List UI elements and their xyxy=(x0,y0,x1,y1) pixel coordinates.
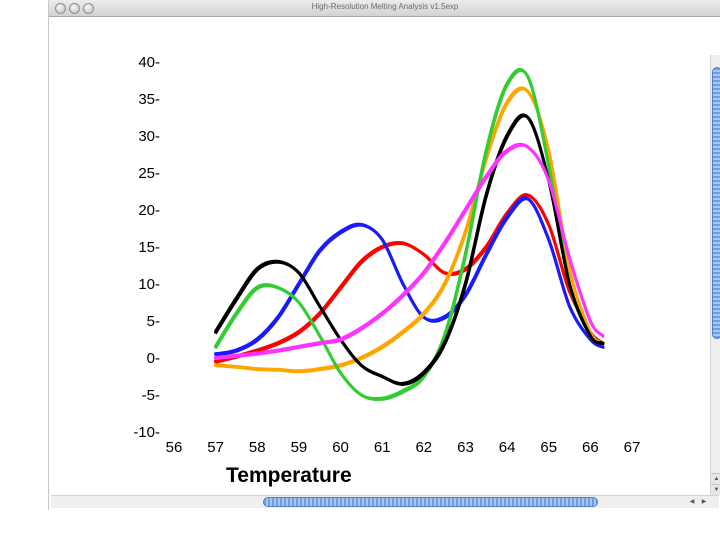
series-line xyxy=(214,193,605,364)
y-tick-label: -5- xyxy=(142,387,160,404)
zoom-window-icon[interactable] xyxy=(83,3,94,14)
y-tick-label: -10- xyxy=(133,424,160,441)
series-lines xyxy=(214,67,605,401)
y-tick-label: 0- xyxy=(147,350,160,367)
y-tick-label: 25- xyxy=(138,165,160,182)
horizontal-scrollbar[interactable]: ◀ ▶ xyxy=(51,495,719,508)
scroll-down-arrow-icon[interactable]: ▼ xyxy=(711,484,720,495)
x-tick-label: 60 xyxy=(332,439,349,456)
x-tick-label: 65 xyxy=(540,439,557,456)
y-tick-label: 40- xyxy=(138,54,160,71)
series-line xyxy=(215,88,605,374)
x-tick-label: 59 xyxy=(291,439,308,456)
x-tick-label: 58 xyxy=(249,439,266,456)
series-line xyxy=(214,67,603,399)
x-tick-label: 66 xyxy=(582,439,599,456)
x-tick-label: 67 xyxy=(624,439,641,456)
y-tick-label: 30- xyxy=(138,128,160,145)
x-tick-label: 64 xyxy=(499,439,516,456)
series-line xyxy=(215,145,605,360)
window-title: High-Resolution Melting Analysis v1.5exp xyxy=(311,2,459,11)
x-axis-label: Temperature xyxy=(226,464,352,487)
x-axis-ticks: 56 57 58 59 60 61 62 63 64 65 66 67 xyxy=(166,439,641,456)
series-line xyxy=(215,195,605,364)
x-tick-label: 62 xyxy=(415,439,432,456)
x-tick-label: 57 xyxy=(207,439,224,456)
y-tick-label: 5- xyxy=(147,313,160,330)
x-tick-label: 63 xyxy=(457,439,474,456)
y-tick-label: 20- xyxy=(138,202,160,219)
y-tick-label: 35- xyxy=(138,91,160,108)
minimize-window-icon[interactable] xyxy=(69,3,80,14)
app-window: High-Resolution Melting Analysis v1.5exp… xyxy=(48,0,720,510)
horizontal-scroll-thumb[interactable] xyxy=(263,497,598,507)
series-line xyxy=(214,196,605,356)
scroll-right-arrow-icon[interactable]: ▶ xyxy=(701,499,707,505)
x-tick-label: 56 xyxy=(166,439,183,456)
series-line xyxy=(215,70,605,401)
y-tick-label: 15- xyxy=(138,239,160,256)
title-bar: High-Resolution Melting Analysis v1.5exp xyxy=(49,0,720,17)
series-line xyxy=(214,113,603,384)
series-line xyxy=(215,198,605,357)
close-window-icon[interactable] xyxy=(55,3,66,14)
vertical-scrollbar[interactable]: ▲ ▼ xyxy=(710,55,720,495)
scroll-left-arrow-icon[interactable]: ◀ xyxy=(689,499,695,505)
y-axis-ticks: -10- -5- 0- 5- 10- 15- 20- 25- 30- 35- 40- xyxy=(133,54,160,441)
scroll-up-arrow-icon[interactable]: ▲ xyxy=(711,473,720,484)
vertical-scroll-thumb[interactable] xyxy=(712,67,720,339)
y-tick-label: 10- xyxy=(138,276,160,293)
series-line xyxy=(214,193,603,362)
x-tick-label: 61 xyxy=(374,439,391,456)
